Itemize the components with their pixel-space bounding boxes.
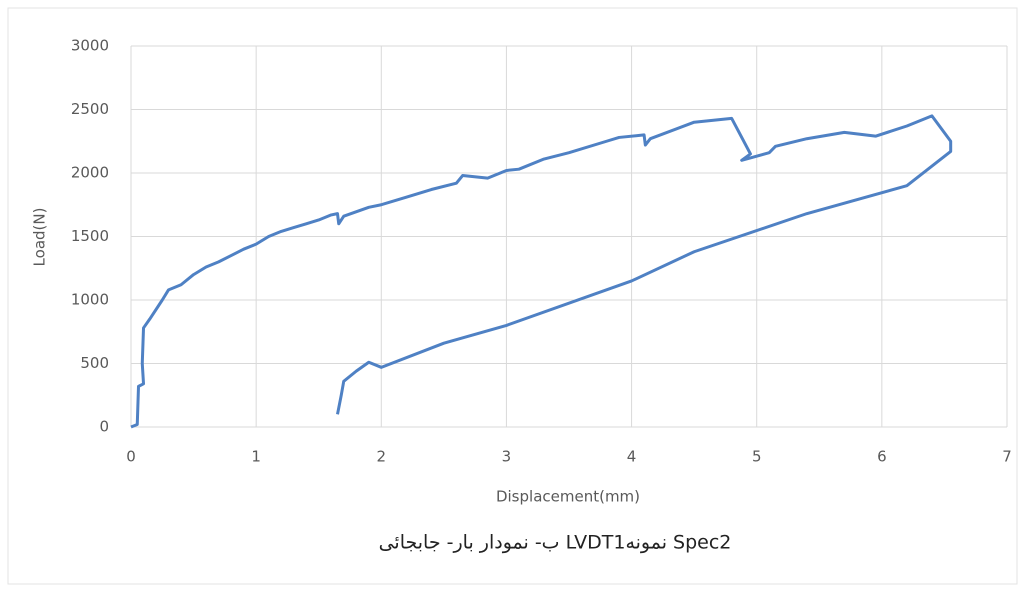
y-axis-label: Load(N) [31, 208, 49, 267]
chart-frame [7, 7, 1018, 585]
y-tick-label: 2500 [71, 100, 109, 118]
x-tick-label: 5 [752, 448, 762, 466]
x-tick-label: 7 [1002, 448, 1012, 466]
caption: ب- نمودار بار- جابجائی LVDT1نمونه Spec2 [379, 532, 732, 554]
x-tick-label: 3 [502, 448, 512, 466]
x-tick-label: 1 [251, 448, 261, 466]
data-line [130, 114, 953, 429]
y-tick-label: 2000 [71, 164, 109, 182]
x-tick-label: 0 [126, 448, 136, 466]
y-tick-label: 1000 [71, 291, 109, 309]
x-tick-label: 4 [627, 448, 637, 466]
x-tick-label: 2 [377, 448, 387, 466]
x-tick-label: 6 [877, 448, 887, 466]
y-tick-label: 0 [99, 418, 109, 436]
y-tick-label: 1500 [71, 227, 109, 245]
y-tick-label: 500 [80, 354, 109, 372]
x-axis-label: Displacement(mm) [496, 488, 640, 506]
y-tick-label: 3000 [71, 37, 109, 55]
